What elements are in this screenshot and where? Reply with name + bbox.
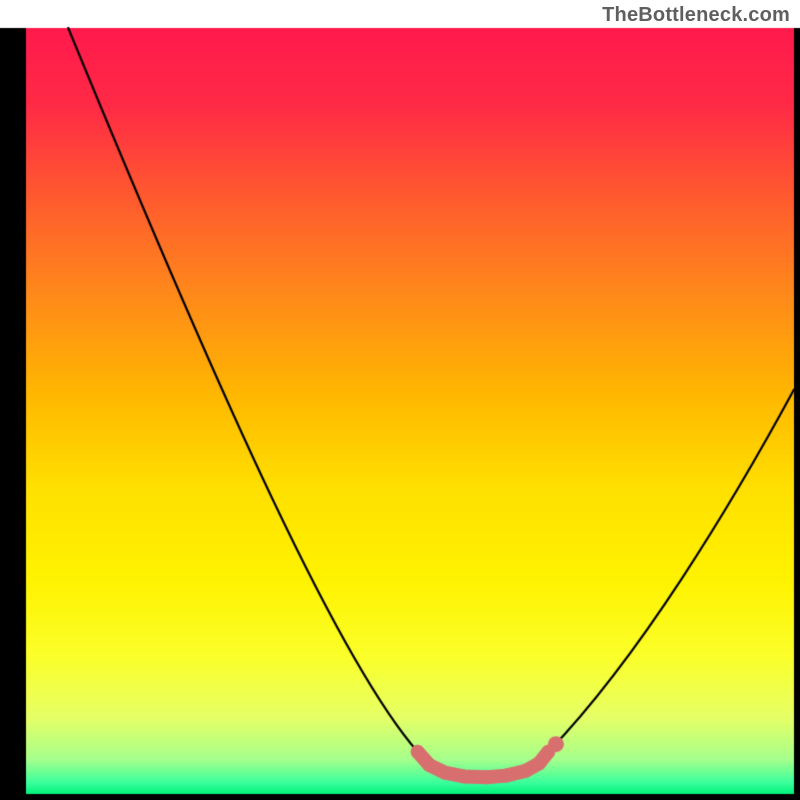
watermark-text: TheBottleneck.com — [602, 4, 790, 27]
chart-stage: TheBottleneck.com — [0, 0, 800, 800]
curve-layer — [0, 0, 800, 800]
